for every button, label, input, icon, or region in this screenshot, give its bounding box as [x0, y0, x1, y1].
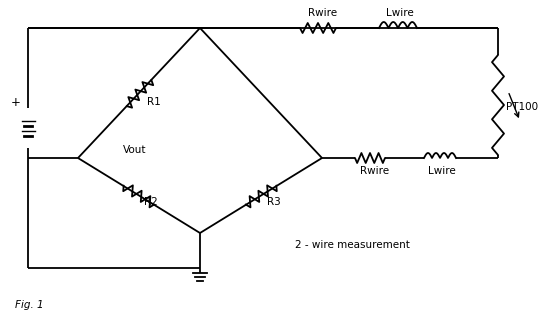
Text: Lwire: Lwire: [428, 166, 456, 176]
Text: Rwire: Rwire: [360, 166, 389, 176]
Text: PT100: PT100: [506, 102, 538, 112]
Text: R3: R3: [267, 197, 280, 207]
Text: Lwire: Lwire: [386, 8, 414, 18]
Text: 2 - wire measurement: 2 - wire measurement: [295, 240, 410, 250]
Text: R2: R2: [144, 197, 158, 207]
Text: Vout: Vout: [123, 145, 146, 155]
Text: +: +: [11, 96, 21, 109]
Text: Fig. 1: Fig. 1: [15, 300, 43, 310]
Text: Rwire: Rwire: [308, 8, 337, 18]
Text: R1: R1: [147, 97, 161, 107]
